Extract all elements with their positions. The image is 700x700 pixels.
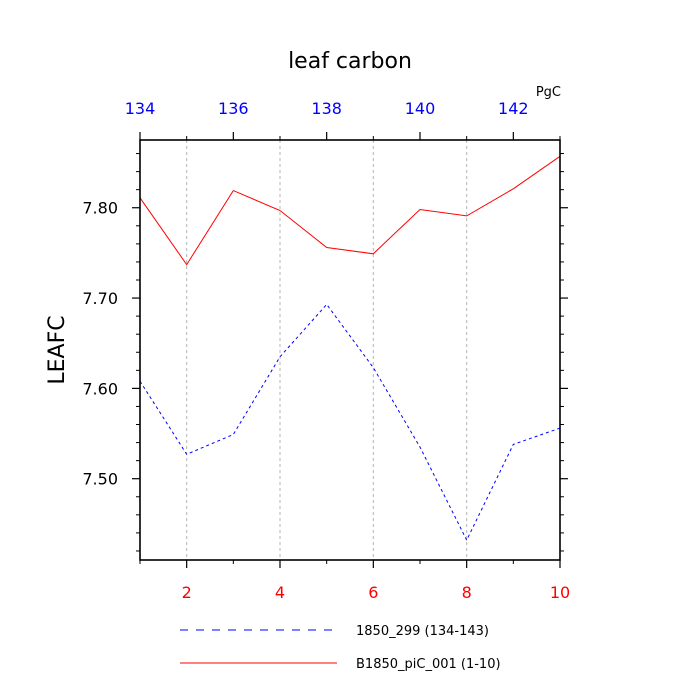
x-bottom-tick-label: 8 [462,583,472,602]
x-bottom-tick-label: 4 [275,583,285,602]
y-tick-label: 7.70 [82,289,118,308]
x-top-tick-label: 136 [218,99,249,118]
series-line-2 [139,155,561,266]
legend-label-2: B1850_piC_001 (1-10) [356,657,501,672]
x-top-tick-label: 140 [405,99,436,118]
y-tick-label: 7.60 [82,379,118,398]
legend: 1850_299 (134-143) B1850_piC_001 (1-10) [180,624,501,672]
chart-title: leaf carbon [288,49,412,74]
x-top-tick-label: 134 [125,99,156,118]
y-axis-label: LEAFC [45,315,70,384]
grid-lines [186,140,468,560]
legend-label-1: 1850_299 (134-143) [356,624,489,639]
units-label: PgC [536,85,561,100]
series-line-1 [139,303,561,542]
axes: 2 4 6 8 10 134 136 138 140 142 7.50 7.60 7.70 7.80 [82,99,570,602]
x-top-tick-label: 142 [498,99,529,118]
x-bottom-tick-label: 10 [550,583,570,602]
plot-frame [139,139,561,561]
y-tick-label: 7.80 [82,199,118,218]
x-top-tick-label: 138 [311,99,342,118]
series-layer [139,155,561,542]
x-bottom-tick-label: 2 [182,583,192,602]
y-tick-label: 7.50 [82,470,118,489]
x-bottom-tick-label: 6 [368,583,378,602]
